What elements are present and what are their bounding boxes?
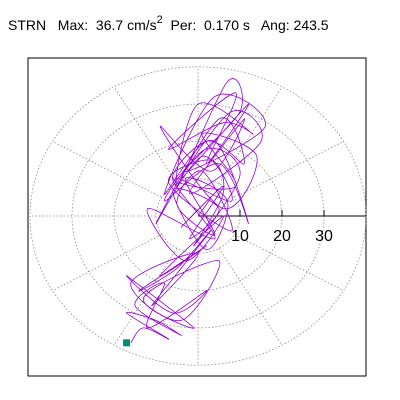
angle-value: 243.5 <box>293 17 329 33</box>
grid-spoke <box>113 248 178 346</box>
station-code: STRN <box>8 17 47 33</box>
grid-spoke <box>234 234 344 291</box>
particle-motion-trace <box>126 78 266 344</box>
radial-axis: 10 20 30 <box>198 210 366 245</box>
max-value: 36.7 <box>95 17 124 33</box>
radial-tick-label: 20 <box>273 228 291 245</box>
radial-tick-label: 10 <box>231 228 249 245</box>
grid-spoke <box>52 234 162 291</box>
grid-spoke <box>113 86 178 184</box>
angle-label: Ang: <box>260 17 290 33</box>
marker-layer <box>123 339 131 347</box>
period-value: 0.170 s <box>204 17 250 33</box>
grid-spoke <box>218 248 283 346</box>
max-unit-exponent: 2 <box>156 14 163 26</box>
grid-spoke <box>52 141 162 198</box>
period-label: Per: <box>170 17 197 33</box>
grid-spoke <box>234 141 344 198</box>
chart-header: STRN Max: 36.7 cm/s2 Per: 0.170 s Ang: 2… <box>8 14 329 34</box>
trace-end-marker <box>123 339 131 347</box>
trace-layer <box>126 78 266 344</box>
max-unit: cm/s <box>127 17 157 33</box>
plot-frame <box>27 57 367 377</box>
max-label: Max: <box>57 17 89 33</box>
radial-tick-label: 30 <box>315 228 333 245</box>
